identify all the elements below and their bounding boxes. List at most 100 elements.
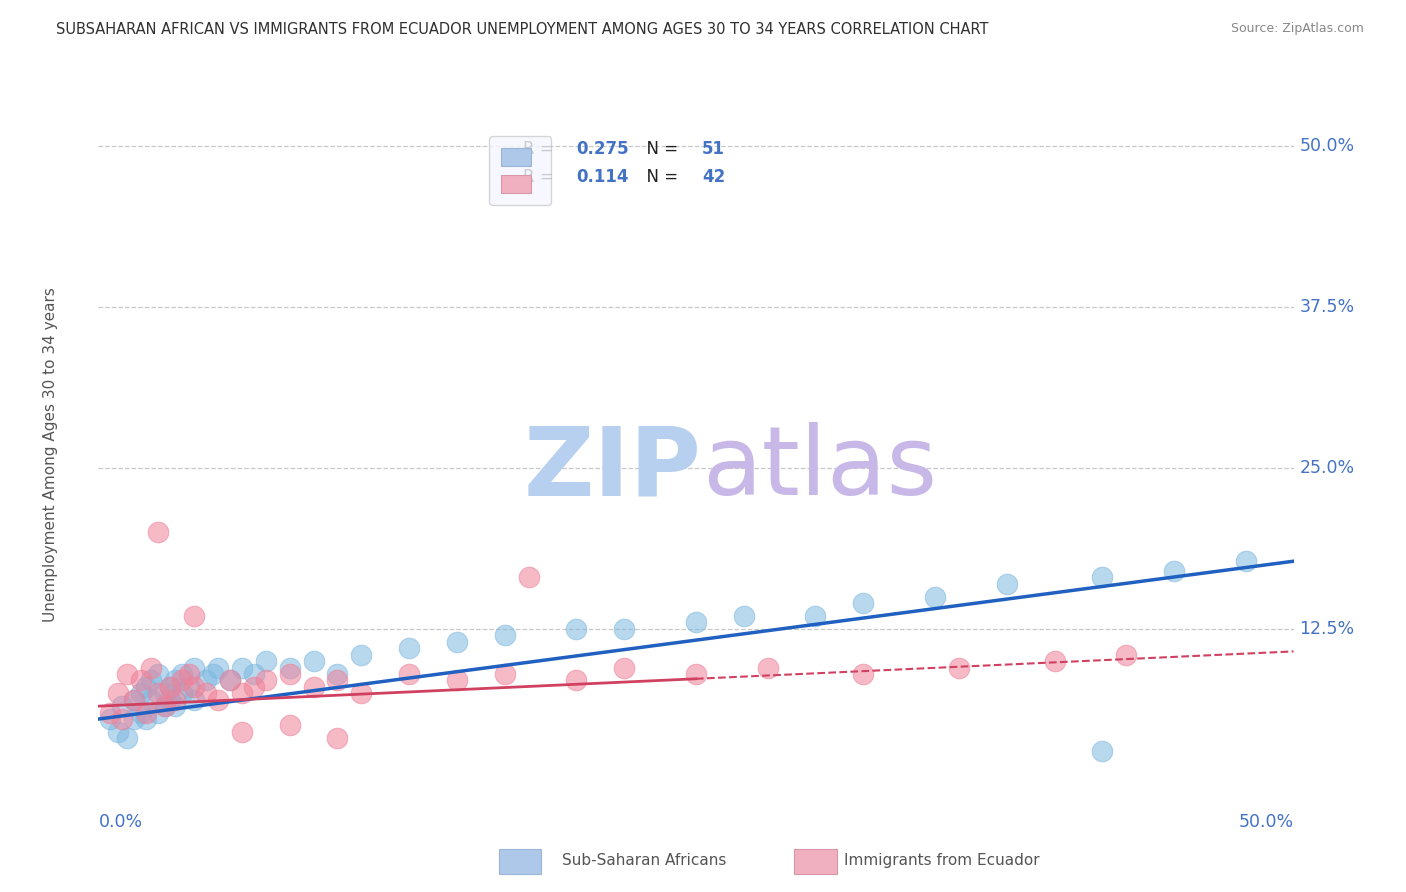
Text: N =: N = — [636, 140, 683, 158]
Point — [852, 596, 875, 610]
Text: Source: ZipAtlas.com: Source: ZipAtlas.com — [1230, 22, 1364, 36]
Point — [194, 673, 217, 688]
Point — [207, 692, 229, 706]
Point — [1043, 654, 1066, 668]
Text: 50.0%: 50.0% — [1239, 814, 1294, 831]
Point — [1163, 564, 1185, 578]
Point — [494, 628, 516, 642]
Point — [219, 673, 242, 688]
Text: 50.0%: 50.0% — [1299, 136, 1354, 154]
Point — [155, 699, 177, 714]
Legend: , : , — [489, 136, 551, 205]
Text: Unemployment Among Ages 30 to 34 years: Unemployment Among Ages 30 to 34 years — [44, 287, 58, 623]
Point — [183, 609, 205, 624]
Point — [278, 660, 301, 674]
Point — [948, 660, 970, 674]
Point — [183, 660, 205, 674]
Point — [852, 667, 875, 681]
Point — [139, 673, 162, 688]
Point — [172, 667, 194, 681]
Point — [194, 686, 217, 700]
Point — [139, 692, 162, 706]
Point — [163, 699, 186, 714]
Text: 12.5%: 12.5% — [1299, 620, 1354, 638]
Point — [219, 673, 242, 688]
Text: R =: R = — [523, 168, 558, 186]
Point — [131, 706, 153, 720]
Point — [148, 706, 170, 720]
Point — [139, 660, 162, 674]
Point — [733, 609, 755, 624]
Point — [107, 686, 129, 700]
Point — [159, 692, 181, 706]
Point — [278, 667, 301, 681]
Point — [135, 680, 157, 694]
Text: 0.0%: 0.0% — [98, 814, 142, 831]
Point — [179, 667, 201, 681]
Point — [231, 686, 253, 700]
Point — [398, 641, 420, 656]
Point — [124, 692, 146, 706]
Point — [159, 680, 181, 694]
Point — [155, 686, 177, 700]
Point — [172, 673, 194, 688]
Point — [107, 725, 129, 739]
Point — [207, 660, 229, 674]
Point — [231, 660, 253, 674]
Point — [1115, 648, 1137, 662]
Point — [1091, 744, 1114, 758]
Point — [163, 673, 186, 688]
Point — [243, 680, 266, 694]
Point — [148, 525, 170, 540]
Text: 0.275: 0.275 — [576, 140, 628, 158]
Point — [159, 680, 181, 694]
Point — [131, 686, 153, 700]
Point — [924, 590, 946, 604]
Point — [179, 680, 201, 694]
Point — [111, 699, 134, 714]
Point — [613, 622, 636, 636]
Point — [995, 576, 1018, 591]
Point — [302, 654, 325, 668]
Point — [565, 673, 588, 688]
Point — [202, 667, 225, 681]
Point — [685, 667, 707, 681]
Point — [756, 660, 779, 674]
Point — [517, 570, 540, 584]
Point — [398, 667, 420, 681]
Point — [98, 706, 122, 720]
Text: 37.5%: 37.5% — [1299, 298, 1354, 316]
Text: 42: 42 — [702, 168, 725, 186]
Point — [155, 699, 177, 714]
Point — [148, 667, 170, 681]
Point — [446, 634, 468, 648]
Text: ZIP: ZIP — [524, 422, 702, 516]
Point — [446, 673, 468, 688]
Text: 25.0%: 25.0% — [1299, 458, 1354, 477]
Point — [115, 731, 138, 746]
Point — [231, 725, 253, 739]
Text: R =: R = — [523, 140, 558, 158]
Point — [326, 731, 349, 746]
Point — [804, 609, 827, 624]
Point — [302, 680, 325, 694]
Point — [98, 712, 122, 726]
Point — [350, 686, 373, 700]
Point — [243, 667, 266, 681]
Point — [254, 673, 277, 688]
Text: Sub-Saharan Africans: Sub-Saharan Africans — [562, 854, 727, 868]
Point — [685, 615, 707, 630]
Point — [183, 680, 205, 694]
Point — [183, 692, 205, 706]
Point — [494, 667, 516, 681]
Point — [326, 667, 349, 681]
Point — [135, 712, 157, 726]
Point — [326, 673, 349, 688]
Point — [124, 712, 146, 726]
Point — [350, 648, 373, 662]
Point — [148, 686, 170, 700]
Point — [1234, 553, 1257, 567]
Point — [278, 718, 301, 732]
Text: 0.114: 0.114 — [576, 168, 628, 186]
Text: SUBSAHARAN AFRICAN VS IMMIGRANTS FROM ECUADOR UNEMPLOYMENT AMONG AGES 30 TO 34 Y: SUBSAHARAN AFRICAN VS IMMIGRANTS FROM EC… — [56, 22, 988, 37]
